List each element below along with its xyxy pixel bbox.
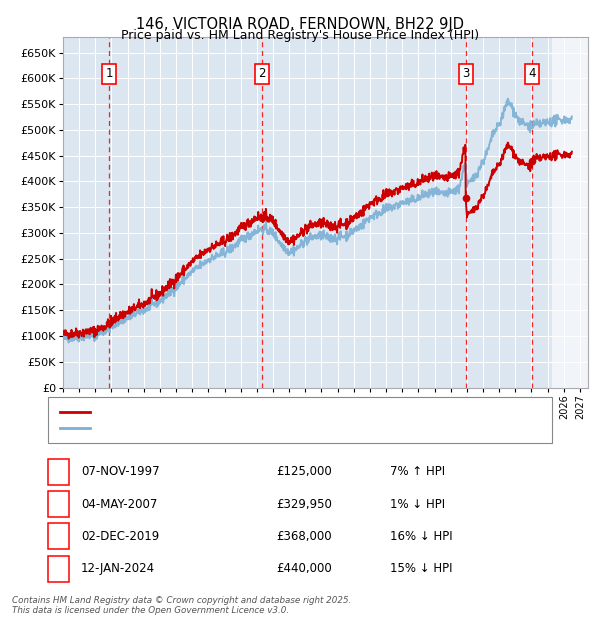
Text: 07-NOV-1997: 07-NOV-1997: [81, 466, 160, 478]
Text: Price paid vs. HM Land Registry's House Price Index (HPI): Price paid vs. HM Land Registry's House …: [121, 29, 479, 42]
Text: HPI: Average price, detached house, Dorset: HPI: Average price, detached house, Dors…: [93, 423, 332, 433]
Text: Contains HM Land Registry data © Crown copyright and database right 2025.
This d: Contains HM Land Registry data © Crown c…: [12, 596, 352, 615]
Text: 4: 4: [55, 562, 62, 575]
Text: 146, VICTORIA ROAD, FERNDOWN, BH22 9JD: 146, VICTORIA ROAD, FERNDOWN, BH22 9JD: [136, 17, 464, 32]
Text: £125,000: £125,000: [276, 466, 332, 478]
Text: 3: 3: [55, 530, 62, 542]
Text: 04-MAY-2007: 04-MAY-2007: [81, 498, 157, 510]
Text: 1: 1: [55, 466, 62, 478]
Text: 3: 3: [462, 68, 469, 81]
Text: 1: 1: [106, 68, 113, 81]
Text: 15% ↓ HPI: 15% ↓ HPI: [390, 562, 452, 575]
Text: 1% ↓ HPI: 1% ↓ HPI: [390, 498, 445, 510]
Text: 4: 4: [529, 68, 536, 81]
Text: £329,950: £329,950: [276, 498, 332, 510]
Text: £440,000: £440,000: [276, 562, 332, 575]
Text: 146, VICTORIA ROAD, FERNDOWN, BH22 9JD (detached house): 146, VICTORIA ROAD, FERNDOWN, BH22 9JD (…: [93, 407, 438, 417]
Text: 16% ↓ HPI: 16% ↓ HPI: [390, 530, 452, 542]
Text: 7% ↑ HPI: 7% ↑ HPI: [390, 466, 445, 478]
Text: £368,000: £368,000: [276, 530, 332, 542]
Bar: [553, 37, 600, 387]
Text: 2: 2: [259, 68, 266, 81]
Text: 12-JAN-2024: 12-JAN-2024: [81, 562, 155, 575]
Text: 02-DEC-2019: 02-DEC-2019: [81, 530, 159, 542]
Bar: [553, 37, 600, 387]
Text: 2: 2: [55, 498, 62, 510]
